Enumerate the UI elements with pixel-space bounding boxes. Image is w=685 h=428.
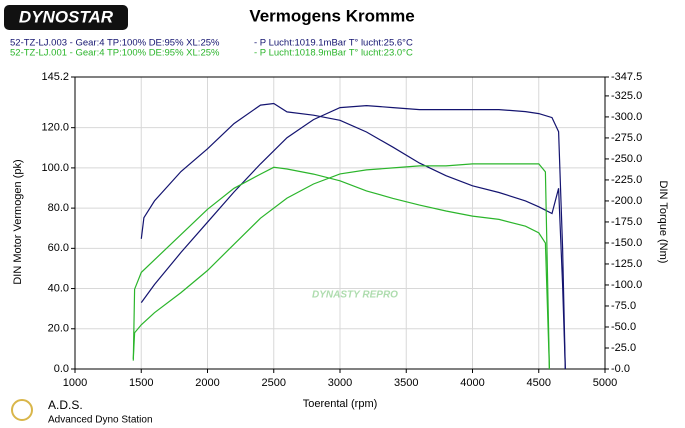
watermark: DYNASTY REPRO bbox=[312, 290, 398, 301]
y-tick-label: 20.0 bbox=[48, 323, 69, 335]
y-tick-label: 60.0 bbox=[48, 242, 69, 254]
y2-tick-label: -0.0 bbox=[611, 363, 630, 375]
y2-tick-label: -347.5 bbox=[611, 71, 642, 83]
y2-tick-label: -325.0 bbox=[611, 90, 642, 102]
y2-tick-label: -50.0 bbox=[611, 321, 636, 333]
y-tick-label: 40.0 bbox=[48, 282, 69, 294]
y2-tick-label: -250.0 bbox=[611, 153, 642, 165]
run-label: 52-TZ-LJ.001 - Gear:4 TP:100% DE:95% XL:… bbox=[10, 48, 220, 59]
data-line bbox=[132, 163, 550, 370]
y2-tick-label: -150.0 bbox=[611, 237, 642, 249]
y2-tick-label: -200.0 bbox=[611, 195, 642, 207]
y2-tick-label: -175.0 bbox=[611, 216, 642, 228]
y-tick-label: 120.0 bbox=[41, 122, 69, 134]
chart-title: Vermogens Kromme bbox=[249, 6, 414, 25]
x-tick-label: 2000 bbox=[195, 377, 219, 389]
y2-tick-label: -225.0 bbox=[611, 174, 642, 186]
footer-icon bbox=[11, 399, 33, 421]
y-tick-label: 0.0 bbox=[54, 363, 69, 375]
logo: DYNOSTAR bbox=[19, 7, 114, 26]
data-line bbox=[140, 104, 566, 370]
y2-tick-label: -125.0 bbox=[611, 258, 642, 270]
run-label: 52-TZ-LJ.003 - Gear:4 TP:100% DE:95% XL:… bbox=[10, 38, 220, 49]
data-line bbox=[132, 166, 550, 370]
y2-tick-label: -300.0 bbox=[611, 111, 642, 123]
y2-tick-label: -275.0 bbox=[611, 132, 642, 144]
x-tick-label: 5000 bbox=[593, 377, 617, 389]
y-tick-label: 80.0 bbox=[48, 202, 69, 214]
logo-box bbox=[4, 5, 128, 30]
x-tick-label: 3000 bbox=[328, 377, 352, 389]
footer-title: A.D.S. bbox=[48, 398, 83, 412]
x-tick-label: 1500 bbox=[129, 377, 153, 389]
y-tick-label: 100.0 bbox=[41, 162, 69, 174]
y2-tick-label: -25.0 bbox=[611, 342, 636, 354]
footer-subtitle: Advanced Dyno Station bbox=[48, 415, 153, 426]
x-tick-label: 3500 bbox=[394, 377, 418, 389]
run-conditions: - P Lucht:1018.9mBar T° lucht:23.0°C bbox=[254, 48, 413, 59]
x-tick-label: 4000 bbox=[460, 377, 484, 389]
plot-frame bbox=[74, 76, 606, 370]
x-tick-label: 1000 bbox=[63, 377, 87, 389]
x-tick-label: 4500 bbox=[527, 377, 551, 389]
x-axis-label: Toerental (rpm) bbox=[303, 398, 378, 410]
run-conditions: - P Lucht:1019.1mBar T° lucht:25.6°C bbox=[254, 38, 413, 49]
y2-tick-label: -75.0 bbox=[611, 300, 636, 312]
x-tick-label: 2500 bbox=[262, 377, 286, 389]
y2-tick-label: -100.0 bbox=[611, 279, 642, 291]
y-axis-label: DIN Motor Vermogen (pk) bbox=[12, 159, 24, 284]
data-line bbox=[140, 102, 566, 370]
y2-axis-label: DIN Torque (Nm) bbox=[657, 181, 669, 264]
y-tick-label: 145.2 bbox=[41, 71, 69, 83]
